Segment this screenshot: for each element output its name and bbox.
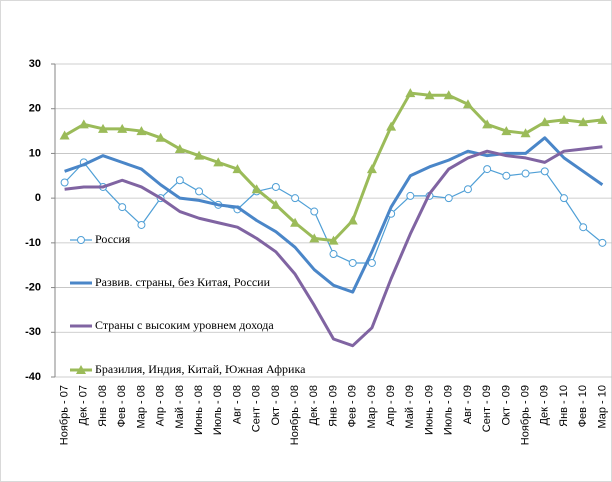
x-tick-label: Сент - 09 bbox=[481, 385, 493, 432]
x-tick-label: Авг - 09 bbox=[462, 385, 474, 424]
x-tick-label: Ноябрь - 07 bbox=[59, 385, 71, 445]
point bbox=[521, 169, 530, 178]
x-tick-label: Июнь - 08 bbox=[193, 385, 205, 435]
point bbox=[348, 258, 357, 267]
point bbox=[386, 121, 397, 131]
x-tick-label: Мар - 10 bbox=[596, 385, 608, 429]
x-tick-label: Дек - 09 bbox=[539, 385, 551, 425]
legend-label: Страны с высоким уровнем дохода bbox=[95, 318, 274, 332]
point bbox=[329, 250, 338, 259]
point bbox=[443, 90, 454, 100]
legend-marker bbox=[77, 236, 85, 244]
point bbox=[78, 119, 89, 129]
point bbox=[232, 164, 243, 174]
point bbox=[579, 223, 588, 232]
point bbox=[483, 165, 492, 174]
x-tick-label: Фев - 09 bbox=[347, 385, 359, 427]
point bbox=[59, 130, 70, 140]
x-tick-label: Дек - 07 bbox=[78, 385, 90, 425]
x-tick-label: Фев - 08 bbox=[116, 385, 128, 427]
point bbox=[424, 90, 435, 100]
point bbox=[60, 178, 69, 187]
x-tick-label: Апр - 08 bbox=[155, 385, 167, 426]
y-tick-label: 20 bbox=[29, 103, 41, 115]
x-tick-label: Окт - 08 bbox=[270, 385, 282, 426]
y-tick-label: -40 bbox=[25, 371, 41, 383]
point bbox=[328, 235, 339, 245]
point bbox=[558, 114, 569, 124]
x-tick-label: Фев - 10 bbox=[577, 385, 589, 427]
x-tick-label: Янв - 08 bbox=[97, 385, 109, 427]
point bbox=[502, 171, 511, 180]
point bbox=[270, 199, 281, 209]
x-tick-label: Май - 08 bbox=[174, 385, 186, 429]
point bbox=[195, 187, 204, 196]
x-tick-label: Июль - 09 bbox=[443, 385, 455, 435]
point bbox=[578, 117, 589, 127]
point bbox=[117, 123, 128, 133]
point bbox=[251, 184, 262, 194]
x-tick-label: Окт - 09 bbox=[500, 385, 512, 426]
point bbox=[136, 126, 147, 136]
point bbox=[347, 215, 358, 225]
legend-marker bbox=[76, 365, 86, 374]
point bbox=[98, 123, 109, 133]
x-tick-label: Апр - 09 bbox=[385, 385, 397, 426]
x-tick-label: Сент - 08 bbox=[251, 385, 263, 432]
y-tick-label: -30 bbox=[25, 326, 41, 338]
legend-label: Бразилия, Индия, Китай, Южная Африка bbox=[95, 362, 306, 376]
x-tick-label: Июль - 08 bbox=[212, 385, 224, 435]
x-tick-label: Авг - 08 bbox=[231, 385, 243, 424]
x-tick-label: Ноябрь - 08 bbox=[289, 385, 301, 445]
series-line bbox=[64, 136, 604, 294]
point bbox=[501, 126, 512, 136]
point bbox=[520, 128, 531, 138]
point bbox=[194, 150, 205, 160]
point bbox=[118, 203, 127, 212]
point bbox=[366, 164, 377, 174]
x-tick-label: Ноябрь - 09 bbox=[519, 385, 531, 445]
x-tick-label: Мар - 09 bbox=[366, 385, 378, 429]
point bbox=[175, 176, 184, 185]
point bbox=[559, 194, 568, 203]
y-tick-label: 30 bbox=[29, 58, 41, 70]
point bbox=[597, 114, 608, 124]
y-tick-label: 0 bbox=[35, 192, 41, 204]
point bbox=[137, 220, 146, 229]
point bbox=[290, 217, 301, 227]
legend-label: Россия bbox=[95, 232, 131, 246]
point bbox=[540, 167, 549, 176]
point bbox=[271, 182, 280, 191]
x-tick-label: Мар - 08 bbox=[135, 385, 147, 429]
point bbox=[598, 238, 607, 247]
point bbox=[213, 157, 224, 167]
point bbox=[462, 99, 473, 109]
x-tick-label: Июнь - 09 bbox=[423, 385, 435, 435]
point bbox=[367, 258, 376, 267]
y-tick-label: -10 bbox=[25, 237, 41, 249]
point bbox=[482, 119, 493, 129]
y-tick-label: 10 bbox=[29, 147, 41, 159]
x-tick-label: Янв - 09 bbox=[327, 385, 339, 427]
x-tick-label: Янв - 10 bbox=[558, 385, 570, 427]
x-tick-label: Май - 09 bbox=[404, 385, 416, 429]
point bbox=[539, 117, 550, 127]
y-tick-label: -20 bbox=[25, 281, 41, 293]
point bbox=[405, 88, 416, 98]
point bbox=[155, 132, 166, 142]
legend-label: Развив. страны, без Китая, России bbox=[95, 275, 271, 289]
point bbox=[310, 207, 319, 216]
x-tick-label: Дек - 08 bbox=[308, 385, 320, 425]
point bbox=[444, 194, 453, 203]
point bbox=[174, 143, 185, 153]
series-line bbox=[64, 145, 603, 348]
point bbox=[463, 185, 472, 194]
point bbox=[291, 194, 300, 203]
point bbox=[406, 191, 415, 200]
point bbox=[309, 233, 320, 243]
